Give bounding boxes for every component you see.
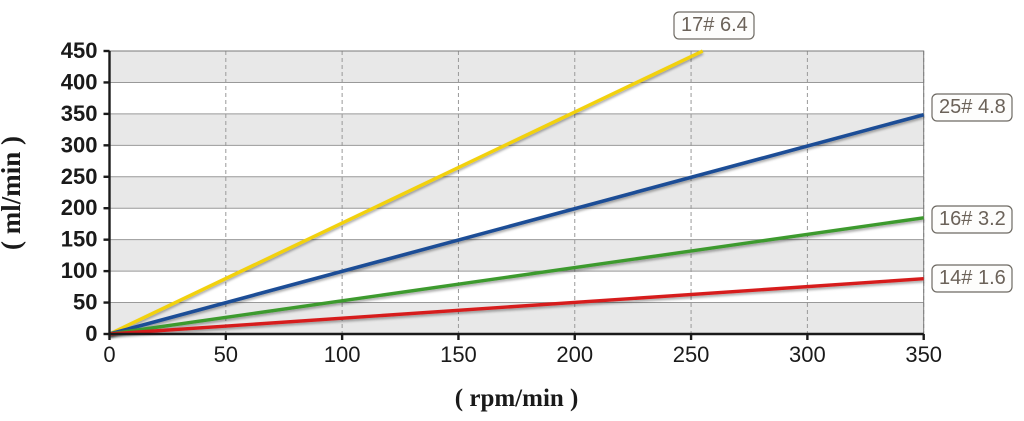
svg-text:150: 150 xyxy=(440,342,477,367)
svg-text:100: 100 xyxy=(61,258,98,283)
svg-text:100: 100 xyxy=(324,342,361,367)
svg-text:250: 250 xyxy=(61,164,98,189)
svg-text:300: 300 xyxy=(61,132,98,157)
svg-text:1.6: 1.6 xyxy=(978,267,1006,289)
svg-text:25#: 25# xyxy=(939,96,973,118)
svg-text:300: 300 xyxy=(789,342,826,367)
svg-text:350: 350 xyxy=(905,342,942,367)
svg-text:( rpm/min ): ( rpm/min ) xyxy=(455,385,579,412)
svg-text:50: 50 xyxy=(214,342,238,367)
svg-text:0: 0 xyxy=(85,321,97,346)
svg-text:6.4: 6.4 xyxy=(720,14,748,36)
svg-text:50: 50 xyxy=(73,290,97,315)
svg-text:350: 350 xyxy=(61,101,98,126)
svg-text:16#: 16# xyxy=(939,208,973,230)
svg-text:150: 150 xyxy=(61,227,98,252)
svg-text:14#: 14# xyxy=(939,267,973,289)
svg-text:17#: 17# xyxy=(681,14,715,36)
svg-text:( ml/min ): ( ml/min ) xyxy=(0,136,26,250)
svg-text:200: 200 xyxy=(61,195,98,220)
svg-text:4.8: 4.8 xyxy=(978,96,1006,118)
svg-text:3.2: 3.2 xyxy=(978,208,1006,230)
svg-text:200: 200 xyxy=(556,342,593,367)
svg-text:250: 250 xyxy=(673,342,710,367)
svg-text:0: 0 xyxy=(103,342,115,367)
svg-text:400: 400 xyxy=(61,69,98,94)
svg-text:450: 450 xyxy=(61,38,98,63)
